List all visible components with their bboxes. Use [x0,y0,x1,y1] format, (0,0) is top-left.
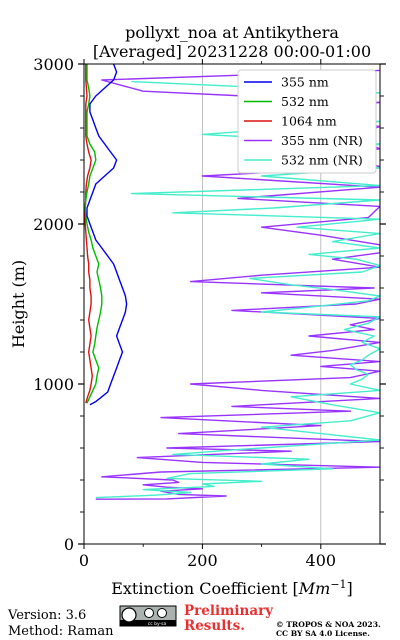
copyright-line1: © TROPOS & NOA 2023. [276,620,381,629]
y-tick-label-1000: 1000 [33,375,74,394]
series-line-1064-nm [84,64,93,404]
by-icon [144,608,154,618]
cc-icon [121,607,137,623]
x-tick-label-0: 0 [79,551,89,570]
axes: 0 200 400 0 1000 2000 3000 [33,55,386,570]
legend-label-355-nm-nr: 355 nm (NR) [281,133,363,148]
preliminary-text-line2: Results. [184,618,245,634]
y-axis-label: Height (m) [9,260,28,348]
version-text: Version: 3.6 [7,608,86,623]
legend-box [237,69,377,174]
x-tick-label-400: 400 [306,551,337,570]
y-tick-label-2000: 2000 [33,215,74,234]
cc-badge-text: cc by-sa [148,621,167,627]
x-axis-label: Extinction Coefficient [Mm−1] [111,578,353,599]
chart-title-line2: [Averaged] 20231228 00:00-01:00 [93,42,371,61]
series-line-532-nm [84,64,103,404]
legend-label-532-nm-nr: 532 nm (NR) [281,153,363,168]
legend-label-1064-nm: 1064 nm [281,114,337,129]
copyright-line2: CC BY SA 4.0 License. [276,629,370,638]
plot-frame [83,63,381,545]
x-tick-label-200: 200 [187,551,218,570]
method-text: Method: Raman [8,624,114,639]
y-tick-label-3000: 3000 [33,55,74,74]
cc-license-badge: cc by-sa [119,605,177,627]
preliminary-text-line1: Preliminary [184,603,274,619]
y-tick-label-0: 0 [64,535,74,554]
chart-title-line1: pollyxt_noa at Antikythera [125,23,339,42]
legend-label-355-nm: 355 nm [281,75,329,90]
cc-badge-lower-strip [120,620,176,626]
series-line-355-nm-nr [95,69,380,500]
sa-icon [157,608,167,618]
series-line-355-nm [86,64,128,406]
series-line-532-nm-nr [95,80,380,499]
series-layer [84,64,380,500]
legend-label-532-nm: 532 nm [281,94,329,109]
legend: 355 nm 532 nm 1064 nm 355 nm (NR) 532 nm (NR… [237,69,377,174]
